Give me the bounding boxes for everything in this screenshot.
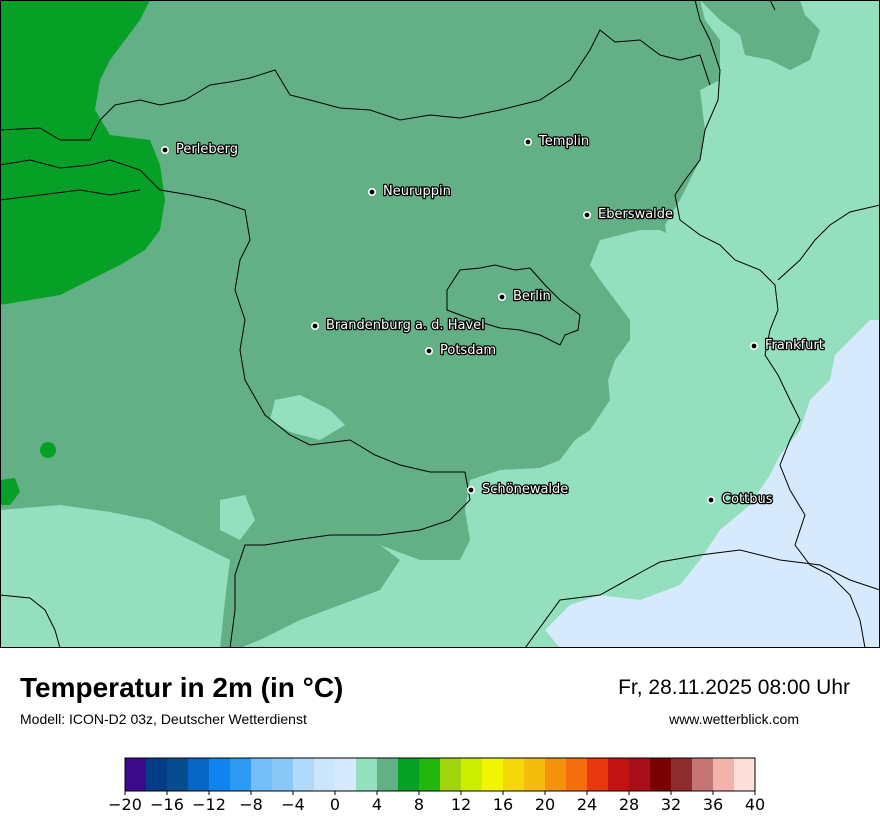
legend-tick-label: 16 bbox=[493, 795, 513, 814]
temperature-map: Perleberg Templin Neuruppin Eberswalde B… bbox=[0, 0, 880, 648]
city-markers: Perleberg Templin Neuruppin Eberswalde B… bbox=[161, 133, 825, 508]
legend-swatch bbox=[293, 758, 315, 791]
region-0-2-southeast bbox=[545, 320, 880, 648]
region-4-6-south-patch bbox=[220, 540, 400, 648]
legend-swatch bbox=[650, 758, 672, 791]
legend-swatch bbox=[461, 758, 483, 791]
legend-tick-label: −4 bbox=[281, 795, 305, 814]
legend-swatch bbox=[482, 758, 504, 791]
legend-swatch bbox=[125, 758, 147, 791]
legend-tick-label: 32 bbox=[661, 795, 681, 814]
legend-tick-label: 12 bbox=[451, 795, 471, 814]
forecast-datetime: Fr, 28.11.2025 08:00 Uhr bbox=[618, 676, 850, 699]
legend-tick-label: −12 bbox=[192, 795, 226, 814]
legend-tick-label: 20 bbox=[535, 795, 555, 814]
legend-swatch bbox=[272, 758, 294, 791]
legend-tick-label: −20 bbox=[108, 795, 142, 814]
legend-swatch bbox=[440, 758, 462, 791]
legend-bars bbox=[125, 758, 756, 791]
city-label: Potsdam bbox=[440, 343, 496, 358]
legend-swatch bbox=[713, 758, 735, 791]
city-label: Cottbus bbox=[722, 492, 773, 507]
city-label: Neuruppin bbox=[383, 184, 451, 199]
city-berlin[interactable]: Berlin bbox=[497, 288, 552, 305]
legend-swatch bbox=[356, 758, 378, 791]
legend-swatch bbox=[545, 758, 567, 791]
legend-swatch bbox=[419, 758, 441, 791]
legend-swatch bbox=[671, 758, 693, 791]
city-potsdam[interactable]: Potsdam bbox=[424, 342, 497, 359]
model-info: Modell: ICON-D2 03z, Deutscher Wetterdie… bbox=[20, 711, 307, 727]
city-cottbus[interactable]: Cottbus bbox=[706, 491, 774, 508]
legend-swatch bbox=[314, 758, 336, 791]
legend-tick-label: 36 bbox=[703, 795, 723, 814]
city-schoenewalde[interactable]: Schönewalde bbox=[466, 481, 570, 498]
legend-tick-label: −16 bbox=[150, 795, 184, 814]
legend-ticks: −20 −16 −12 −8 −4 0 4 8 12 16 20 24 28 32 36 40 bbox=[108, 791, 765, 814]
legend-swatch bbox=[146, 758, 168, 791]
legend-swatch bbox=[377, 758, 399, 791]
city-label: Templin bbox=[538, 134, 589, 149]
city-brandenburg[interactable]: Brandenburg a. d. Havel bbox=[310, 317, 486, 334]
district-borders bbox=[0, 0, 880, 648]
legend-tick-label: 4 bbox=[372, 795, 382, 814]
legend-tick-label: 8 bbox=[414, 795, 424, 814]
region-6-8-dot bbox=[40, 442, 56, 458]
region-2-4-west-patch bbox=[270, 395, 345, 440]
legend-swatch bbox=[503, 758, 525, 791]
legend-swatch bbox=[209, 758, 231, 791]
city-templin[interactable]: Templin bbox=[523, 133, 590, 150]
legend-swatch bbox=[335, 758, 357, 791]
legend-swatch bbox=[734, 758, 756, 791]
region-4-6-east-patch bbox=[700, 0, 820, 70]
page-title: Temperatur in 2m (in °C) bbox=[20, 672, 344, 703]
city-neuruppin[interactable]: Neuruppin bbox=[367, 183, 452, 200]
region-2-4-southeast bbox=[0, 0, 880, 648]
region-6-8-northwest bbox=[0, 0, 165, 305]
legend-tick-label: 24 bbox=[577, 795, 597, 814]
city-label: Perleberg bbox=[176, 142, 238, 157]
city-label: Berlin bbox=[513, 289, 551, 304]
city-label: Brandenburg a. d. Havel bbox=[326, 318, 485, 333]
city-label: Eberswalde bbox=[598, 207, 673, 222]
color-legend: −20 −16 −12 −8 −4 0 4 8 12 16 20 24 28 32 36 40 bbox=[108, 757, 765, 814]
legend-tick-label: −8 bbox=[239, 795, 263, 814]
legend-swatch bbox=[251, 758, 273, 791]
legend-swatch bbox=[230, 758, 252, 791]
city-eberswalde[interactable]: Eberswalde bbox=[582, 206, 674, 223]
legend-swatch bbox=[398, 758, 420, 791]
legend-swatch bbox=[608, 758, 630, 791]
city-label: Frankfurt bbox=[765, 338, 824, 353]
city-frankfurt[interactable]: Frankfurt bbox=[749, 337, 825, 354]
legend-swatch bbox=[167, 758, 189, 791]
legend-tick-label: 40 bbox=[745, 795, 765, 814]
legend-swatch bbox=[566, 758, 588, 791]
legend-frame bbox=[124, 757, 756, 792]
region-2-4-sw-patch bbox=[220, 495, 255, 540]
city-perleberg[interactable]: Perleberg bbox=[161, 141, 239, 158]
legend-swatch bbox=[629, 758, 651, 791]
region-6-8-west-spot bbox=[0, 478, 20, 505]
legend-swatch bbox=[524, 758, 546, 791]
legend-tick-label: 28 bbox=[619, 795, 639, 814]
legend-tick-label: 0 bbox=[330, 795, 340, 814]
city-label: Schönewalde bbox=[482, 482, 568, 497]
legend-swatch bbox=[188, 758, 210, 791]
legend-swatch bbox=[587, 758, 609, 791]
legend-swatch bbox=[692, 758, 714, 791]
website-link[interactable]: www.wetterblick.com bbox=[669, 711, 799, 727]
